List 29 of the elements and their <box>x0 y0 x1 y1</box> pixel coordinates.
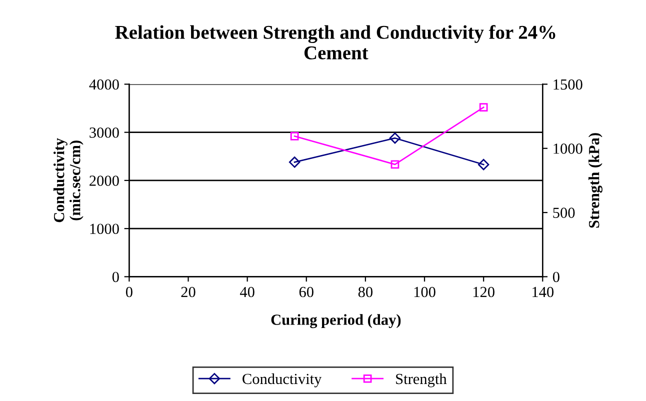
y2-tick-label: 500 <box>553 208 575 218</box>
point <box>290 132 299 140</box>
y-tick-label: 0 <box>112 272 119 282</box>
y2-tick-label: 0 <box>552 272 560 282</box>
x-axis-title: Curing period (day) <box>271 314 401 328</box>
x-tick-label: 20 <box>181 286 196 298</box>
y2-tick-label: 1500 <box>554 79 582 90</box>
point <box>390 160 400 169</box>
y-tick-label: 1000 <box>90 224 119 234</box>
legend-label: Strength <box>396 373 447 388</box>
point <box>288 156 300 168</box>
point <box>479 103 488 112</box>
chart-title: Relation between Strength and Conductivity for 24% Cement <box>115 25 556 60</box>
y-tick-label: 2000 <box>90 176 119 186</box>
x-tick-label: 60 <box>299 286 314 298</box>
x-tick-label: 40 <box>240 286 254 298</box>
point <box>389 132 401 144</box>
legend-label: Conductivity <box>242 373 322 388</box>
x-tick-label: 140 <box>532 286 554 298</box>
x-tick-label: 120 <box>473 286 494 298</box>
x-tick-label: 100 <box>414 286 436 298</box>
y-axis-title: Conductivity (mic.sec/cm) <box>53 138 84 222</box>
x-tick-label: 0 <box>126 286 132 298</box>
y-tick-label: 3000 <box>90 127 119 138</box>
y-tick-label: 4000 <box>89 79 119 90</box>
x-tick-label: 80 <box>358 286 373 298</box>
y2-tick-label: 1000 <box>554 144 582 154</box>
y2-axis-title: Strength (kPa) <box>588 133 602 228</box>
point <box>478 158 490 170</box>
